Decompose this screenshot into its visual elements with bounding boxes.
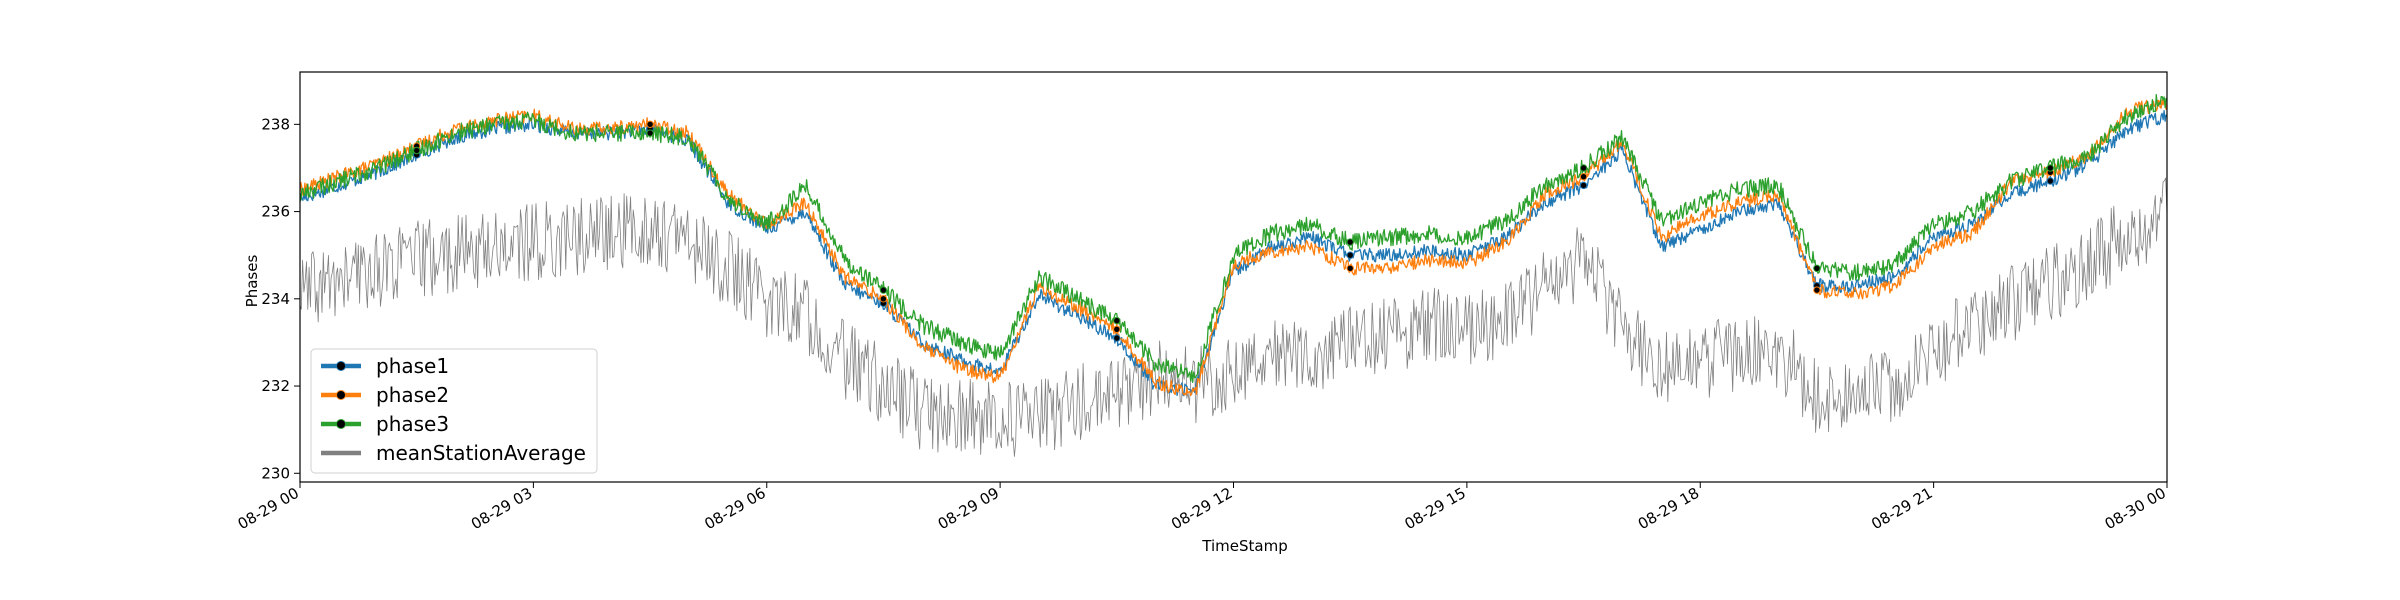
y-axis-label: Phases (243, 255, 261, 308)
x-tick-label: 08-30 00 (2102, 484, 2169, 533)
y-tick-label: 232 (261, 377, 290, 395)
point-phase2 (1346, 264, 1354, 272)
y-tick-label: 236 (261, 203, 290, 221)
series-line-meanStationAverage (300, 177, 2167, 457)
point-phase1 (1113, 334, 1121, 342)
x-tick-label: 08-29 12 (1168, 484, 1235, 533)
legend-marker-phase3 (336, 419, 346, 429)
point-phase3 (2046, 164, 2055, 172)
legend-box (310, 348, 598, 474)
legend-label-phase2: phase2 (376, 383, 449, 407)
point-phase3 (413, 146, 421, 155)
point-phase1 (2046, 177, 2055, 185)
legend-label-phase3: phase3 (376, 412, 449, 436)
x-tick-label: 08-29 00 (235, 484, 302, 533)
legend-marker-phase2 (336, 390, 346, 400)
x-tick-label: 08-29 18 (1635, 484, 1702, 533)
y-tick-label: 234 (261, 290, 290, 308)
point-phase2 (1113, 325, 1121, 333)
legend-label-phase1: phase1 (376, 354, 449, 378)
legend-label-meanStationAverage: meanStationAverage (376, 441, 586, 465)
legend: phase1 phase2 phase3 meanStationAverage (310, 348, 598, 474)
y-tick-label: 238 (261, 115, 290, 133)
point-phase3 (1813, 264, 1821, 272)
point-phase3 (1113, 316, 1121, 325)
point-phase2 (1813, 286, 1821, 294)
point-phase3 (1579, 164, 1588, 172)
y-tick-label: 230 (261, 464, 290, 482)
x-axis-label: TimeStamp (1201, 537, 1287, 555)
point-phase1 (1579, 181, 1588, 190)
series-line-phase2 (300, 98, 2167, 397)
plot-area (300, 93, 2167, 457)
point-phase2 (1579, 173, 1588, 181)
series-line-phase3 (300, 93, 2167, 383)
x-tick-label: 08-29 21 (1868, 484, 1935, 533)
point-phase2 (646, 120, 654, 129)
legend-marker-phase1 (336, 361, 346, 371)
x-tick-label: 08-29 15 (1401, 484, 1468, 533)
x-tick-label: 08-29 09 (935, 484, 1002, 533)
point-phase3 (1346, 238, 1354, 246)
x-tick-label: 08-29 06 (701, 484, 768, 533)
point-phase3 (879, 286, 888, 294)
y-axis: 230 232 234 236 238 (261, 115, 300, 482)
point-phase1 (1346, 251, 1354, 259)
point-phase2 (879, 295, 888, 303)
x-axis: 08-29 00 08-29 03 08-29 06 08-29 09 08-29 12… (235, 482, 2169, 533)
point-phase3 (646, 129, 654, 137)
x-tick-label: 08-29 03 (468, 484, 535, 533)
